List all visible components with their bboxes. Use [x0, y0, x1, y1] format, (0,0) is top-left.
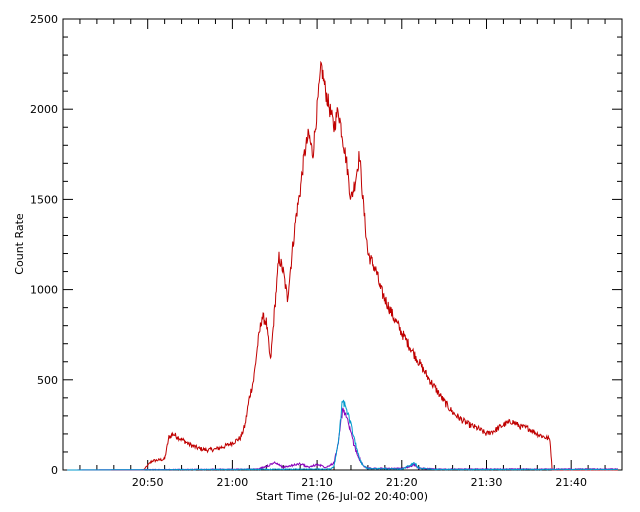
- series-line-1: [67, 60, 618, 471]
- axis-ticks: 20:50 21:00 21:10 21:20 21:30 21:40 0 500 1000 15…: [30, 13, 623, 489]
- x-tick-label: 21:30: [471, 476, 503, 489]
- y-tick-label: 1000: [30, 284, 58, 297]
- y-tick-label: 2000: [30, 103, 58, 116]
- y-tick-label: 500: [37, 374, 58, 387]
- y-tick-label: 0: [51, 464, 58, 477]
- y-tick-label: 1500: [30, 193, 58, 206]
- x-tick-label: 21:10: [301, 476, 333, 489]
- y-axis-label: Count Rate: [13, 213, 26, 275]
- series-line-2: [67, 407, 619, 471]
- plot-series: [67, 60, 619, 471]
- x-tick-label: 21:40: [555, 476, 587, 489]
- x-tick-label: 21:00: [217, 476, 249, 489]
- x-tick-label: 21:20: [386, 476, 418, 489]
- series-line-3: [67, 399, 618, 471]
- y-tick-label: 2500: [30, 13, 58, 26]
- x-tick-label: 20:50: [132, 476, 164, 489]
- x-axis-label: Start Time (26-Jul-02 20:40:00): [256, 490, 428, 503]
- plot-frame: [62, 18, 623, 471]
